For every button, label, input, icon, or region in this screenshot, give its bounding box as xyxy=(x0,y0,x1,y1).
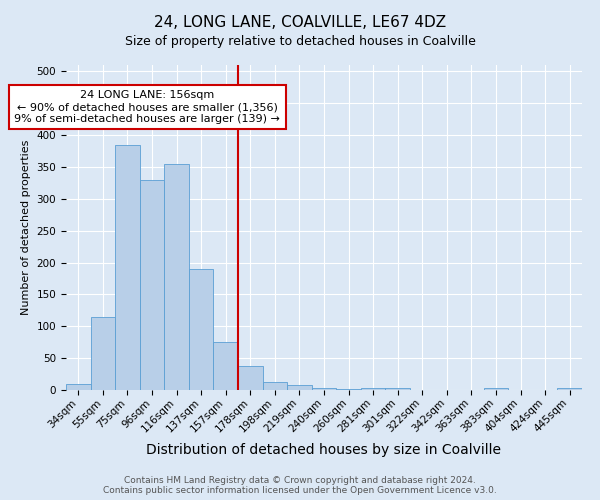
Bar xyxy=(312,388,336,390)
Text: 24, LONG LANE, COALVILLE, LE67 4DZ: 24, LONG LANE, COALVILLE, LE67 4DZ xyxy=(154,15,446,30)
Bar xyxy=(238,366,263,390)
Bar xyxy=(484,388,508,390)
Bar xyxy=(336,388,361,390)
X-axis label: Distribution of detached houses by size in Coalville: Distribution of detached houses by size … xyxy=(146,443,502,457)
Bar xyxy=(140,180,164,390)
Bar xyxy=(115,144,140,390)
Text: Contains HM Land Registry data © Crown copyright and database right 2024.
Contai: Contains HM Land Registry data © Crown c… xyxy=(103,476,497,495)
Bar xyxy=(164,164,189,390)
Bar xyxy=(66,384,91,390)
Y-axis label: Number of detached properties: Number of detached properties xyxy=(21,140,31,315)
Bar xyxy=(214,342,238,390)
Bar xyxy=(287,385,312,390)
Bar xyxy=(557,388,582,390)
Bar xyxy=(189,269,214,390)
Bar xyxy=(91,316,115,390)
Text: Size of property relative to detached houses in Coalville: Size of property relative to detached ho… xyxy=(125,35,475,48)
Bar xyxy=(263,382,287,390)
Bar xyxy=(385,388,410,390)
Bar xyxy=(361,388,385,390)
Text: 24 LONG LANE: 156sqm
← 90% of detached houses are smaller (1,356)
9% of semi-det: 24 LONG LANE: 156sqm ← 90% of detached h… xyxy=(14,90,280,124)
